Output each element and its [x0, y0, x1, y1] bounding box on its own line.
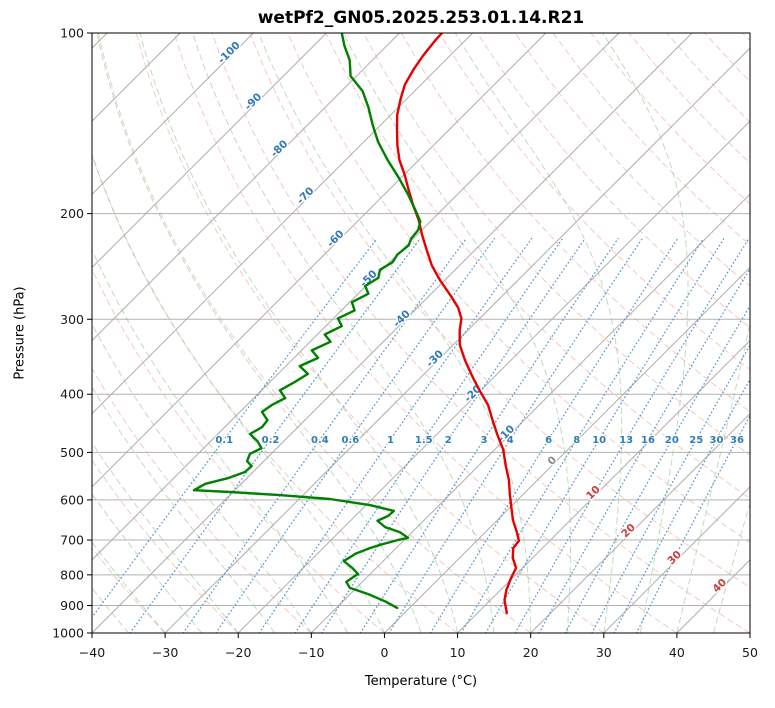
svg-text:800: 800: [60, 567, 84, 582]
svg-text:20: 20: [619, 521, 638, 540]
svg-text:−20: −20: [225, 645, 251, 660]
svg-text:-80: -80: [268, 138, 290, 160]
svg-text:10: 10: [592, 435, 606, 446]
svg-text:700: 700: [60, 533, 84, 548]
svg-text:36: 36: [730, 435, 744, 446]
svg-text:100: 100: [60, 26, 84, 41]
mixing-ratio-lines: [92, 237, 750, 633]
plot-frame: [91, 32, 751, 634]
svg-text:−10: −10: [298, 645, 324, 660]
svg-text:-90: -90: [242, 91, 264, 113]
svg-text:0.2: 0.2: [262, 435, 280, 446]
temperature-curve: [395, 33, 521, 615]
svg-text:40: 40: [669, 645, 685, 660]
svg-text:-60: -60: [325, 228, 347, 250]
x-axis-label: Temperature (°C): [364, 674, 478, 689]
svg-text:-40: -40: [391, 308, 413, 330]
svg-text:−40: −40: [79, 645, 105, 660]
sounding-curves: [192, 33, 521, 615]
svg-text:0: 0: [380, 645, 388, 660]
svg-text:20: 20: [523, 645, 539, 660]
svg-text:6: 6: [545, 435, 552, 446]
svg-text:1000: 1000: [52, 626, 84, 641]
isotherms: [92, 33, 750, 633]
svg-text:8: 8: [573, 435, 580, 446]
svg-text:0.1: 0.1: [215, 435, 233, 446]
svg-text:0.4: 0.4: [311, 435, 329, 446]
dewpoint-curve: [192, 33, 422, 610]
isobar-gridlines: [92, 33, 750, 633]
svg-text:1.5: 1.5: [415, 435, 433, 446]
svg-text:-100: -100: [216, 39, 243, 66]
svg-text:4: 4: [507, 435, 514, 446]
svg-text:25: 25: [689, 435, 703, 446]
svg-text:500: 500: [60, 445, 84, 460]
svg-text:40: 40: [710, 576, 729, 595]
svg-text:1: 1: [387, 435, 394, 446]
moist-adiabats: [92, 33, 750, 633]
svg-text:-30: -30: [424, 348, 446, 370]
svg-text:900: 900: [60, 598, 84, 613]
svg-text:16: 16: [641, 435, 655, 446]
svg-text:0: 0: [545, 454, 559, 468]
svg-text:2: 2: [445, 435, 452, 446]
mixing-ratio-labels: 0.1 0.2 0.4 0.6 1 1.5 2 3 4 6 8 10 13 16 20 25 30 36: [214, 434, 745, 448]
svg-text:30: 30: [596, 645, 612, 660]
svg-text:600: 600: [60, 492, 84, 507]
svg-text:400: 400: [60, 387, 84, 402]
svg-text:20: 20: [665, 435, 679, 446]
svg-text:30: 30: [665, 548, 684, 567]
svg-text:30: 30: [710, 435, 724, 446]
svg-text:-70: -70: [295, 185, 317, 207]
svg-text:0.6: 0.6: [341, 435, 359, 446]
svg-text:3: 3: [480, 435, 487, 446]
plot-area: [92, 33, 750, 633]
svg-text:300: 300: [60, 312, 84, 327]
svg-text:200: 200: [60, 206, 84, 221]
svg-text:13: 13: [619, 435, 633, 446]
svg-text:−30: −30: [152, 645, 178, 660]
chart-title: wetPf2_GN05.2025.253.01.14.R21: [257, 8, 585, 28]
y-axis-ticks: 100 200 300 400 500 600 700 800 900 1000: [52, 26, 92, 641]
x-axis-ticks: −40 −30 −20 −10 0 10 20 30 40 50: [79, 633, 758, 660]
svg-text:10: 10: [450, 645, 466, 660]
svg-text:50: 50: [742, 645, 758, 660]
